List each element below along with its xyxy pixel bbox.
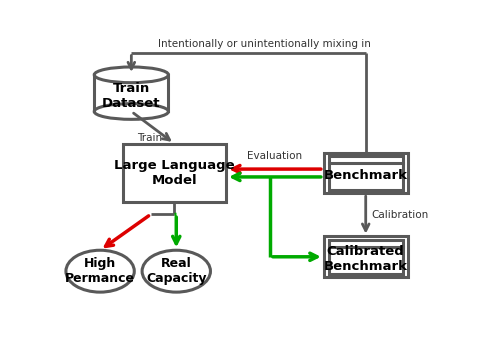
FancyBboxPatch shape xyxy=(329,240,403,274)
FancyBboxPatch shape xyxy=(324,153,408,193)
Text: Real
Capacity: Real Capacity xyxy=(146,257,207,285)
FancyBboxPatch shape xyxy=(329,156,403,190)
Text: Train
Dataset: Train Dataset xyxy=(102,82,161,110)
FancyBboxPatch shape xyxy=(122,143,226,202)
Text: Calibration: Calibration xyxy=(371,210,429,220)
FancyBboxPatch shape xyxy=(324,237,408,277)
Text: Evaluation: Evaluation xyxy=(247,151,302,161)
Text: Large Language
Model: Large Language Model xyxy=(114,159,235,187)
Text: Intentionally or unintentionally mixing in: Intentionally or unintentionally mixing … xyxy=(158,39,370,49)
Text: Benchmark: Benchmark xyxy=(324,169,408,182)
FancyBboxPatch shape xyxy=(94,75,168,112)
Ellipse shape xyxy=(66,250,134,292)
Text: Train: Train xyxy=(137,133,162,143)
Text: High
Permance: High Permance xyxy=(65,257,135,285)
Ellipse shape xyxy=(94,67,168,83)
Text: Calibrated
Benchmark: Calibrated Benchmark xyxy=(324,245,408,273)
Ellipse shape xyxy=(142,250,211,292)
Ellipse shape xyxy=(94,104,168,119)
